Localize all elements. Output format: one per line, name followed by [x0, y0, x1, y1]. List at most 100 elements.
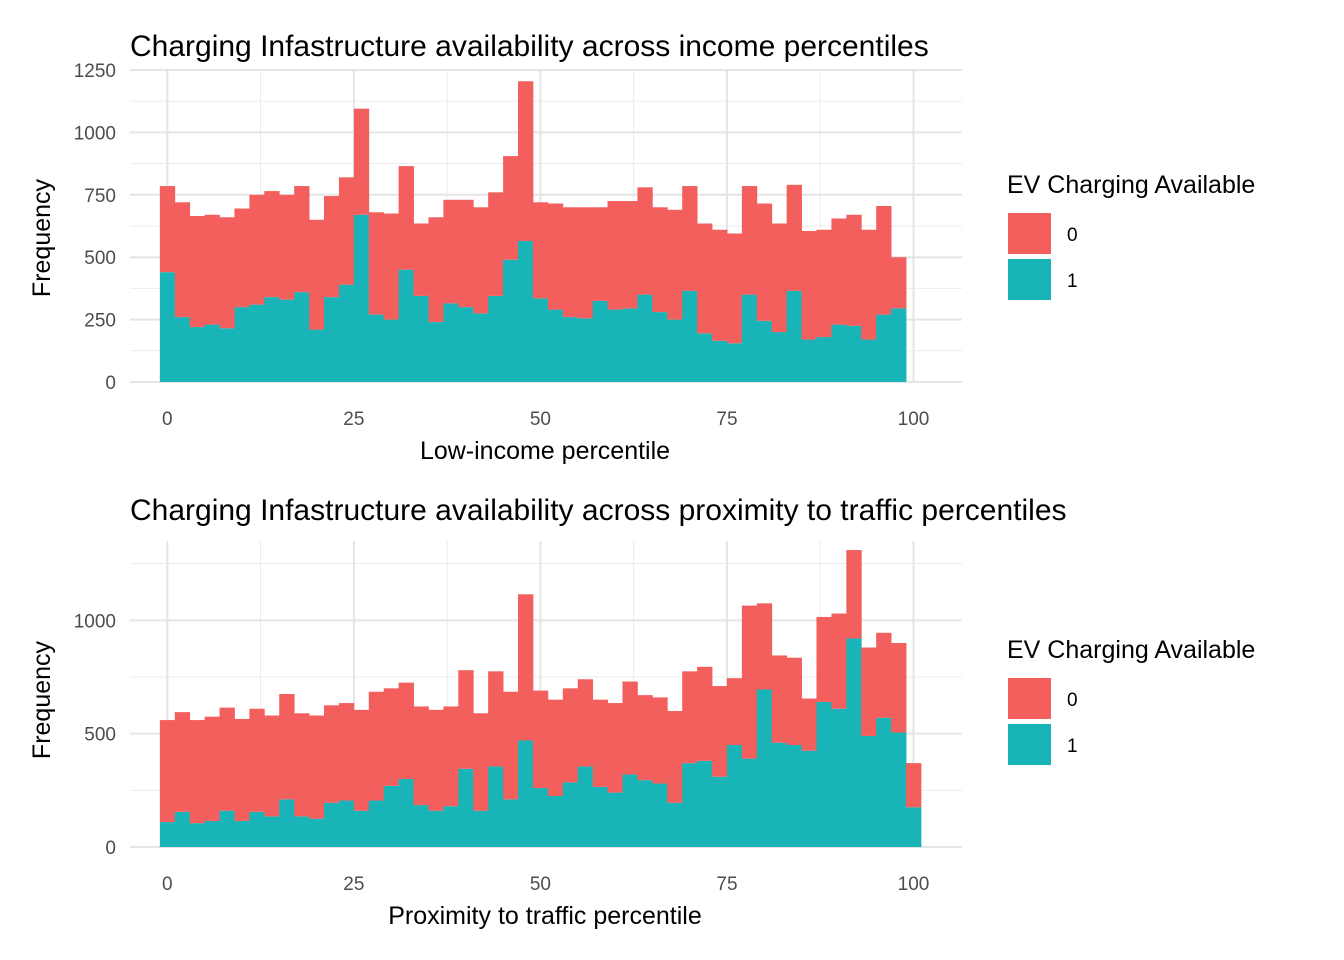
bar-series-0-traffic [622, 681, 638, 775]
bar-series-0-income [861, 229, 877, 340]
bar-series-1-income [338, 284, 355, 382]
bar-series-0-income [488, 192, 504, 296]
bar-series-1-traffic [712, 776, 728, 847]
bar-series-0-income [876, 206, 892, 315]
bar-series-0-income [204, 214, 220, 325]
bar-series-0-income [324, 196, 340, 298]
bar-series-1-income [309, 329, 325, 382]
bar-series-1-income [697, 333, 713, 382]
bar-series-0-traffic [652, 697, 668, 784]
bar-series-1-traffic [503, 799, 519, 847]
bar-series-1-income [622, 308, 638, 382]
bar-series-1-traffic [592, 786, 608, 847]
bar-series-1-income [562, 317, 579, 382]
bar-series-1-traffic [473, 810, 489, 847]
bar-series-0-traffic [458, 670, 474, 769]
y-tick-label: 500 [84, 725, 116, 746]
bar-series-0-income [174, 202, 191, 318]
x-tick-label: 25 [343, 409, 364, 430]
bar-series-0-traffic [264, 715, 280, 817]
bar-series-1-traffic [264, 816, 280, 847]
bar-series-0-traffic [532, 690, 549, 789]
bar-series-1-traffic [428, 810, 444, 847]
bar-series-0-income [458, 199, 474, 308]
bar-series-0-traffic [249, 708, 265, 812]
bar-series-1-income [189, 327, 206, 382]
bar-series-1-income [876, 314, 892, 382]
bar-series-0-income [413, 223, 429, 296]
bar-series-0-traffic [771, 655, 788, 743]
bar-series-1-income [353, 214, 370, 382]
bar-series-1-traffic [398, 779, 414, 847]
bar-series-1-traffic [771, 742, 788, 847]
legend-swatch-0-income [1008, 213, 1051, 254]
bar-series-1-traffic [741, 758, 758, 847]
bar-series-0-traffic [294, 713, 310, 817]
x-axis-title-income: Low-income percentile [420, 437, 670, 465]
bar-series-0-income [801, 230, 817, 340]
bar-series-0-traffic [667, 711, 683, 803]
legend-title-income: EV Charging Available [1007, 171, 1255, 199]
bar-series-1-traffic [532, 788, 549, 847]
bar-series-0-traffic [592, 699, 608, 787]
x-tick-label: 0 [162, 874, 173, 895]
y-ticks-traffic: 0 500 1000 [74, 611, 116, 859]
bar-series-0-income [712, 229, 728, 341]
bar-series-1-income [249, 304, 265, 382]
x-tick-label: 75 [716, 874, 737, 895]
bar-series-0-income [697, 223, 713, 334]
bar-series-1-income [801, 339, 817, 382]
bar-series-0-income [249, 194, 265, 305]
x-axis-title-traffic: Proximity to traffic percentile [388, 902, 702, 930]
bar-series-1-traffic [547, 796, 564, 847]
bar-series-0-income [637, 187, 653, 295]
bar-series-1-traffic [607, 792, 623, 847]
bar-series-1-income [413, 295, 429, 382]
bar-series-0-traffic [682, 671, 698, 764]
bar-series-1-traffic [383, 785, 400, 847]
bar-series-1-income [368, 314, 385, 382]
bar-series-1-traffic [876, 717, 892, 847]
chart-panel-traffic: Charging Infastructure availability acro… [28, 494, 1255, 930]
bar-series-0-traffic [159, 720, 176, 823]
y-tick-label: 500 [84, 248, 116, 269]
bar-series-0-income [622, 201, 638, 309]
bar-series-0-income [652, 207, 668, 313]
bar-series-0-income [383, 213, 400, 320]
bar-series-1-traffic [219, 810, 235, 847]
bar-series-1-income [204, 324, 220, 382]
bar-series-0-income [189, 216, 206, 328]
bar-series-1-traffic [652, 783, 668, 847]
bar-series-1-income [771, 332, 788, 382]
bar-series-0-traffic [503, 691, 519, 800]
bar-series-1-income [458, 307, 474, 382]
bar-series-1-income [667, 319, 683, 382]
bar-series-1-traffic [279, 799, 295, 847]
bar-series-1-income [219, 328, 235, 382]
x-tick-label: 0 [162, 409, 173, 430]
bar-series-1-income [503, 259, 519, 382]
bar-series-0-traffic [891, 643, 907, 733]
legend-label-1-income: 1 [1067, 271, 1078, 292]
bar-series-0-income [771, 223, 788, 333]
bar-series-0-income [368, 212, 385, 315]
bar-series-1-traffic [338, 800, 355, 847]
bar-series-0-income [891, 257, 907, 309]
bar-series-0-income [846, 214, 862, 326]
bar-series-1-income [398, 269, 414, 382]
bar-series-0-traffic [368, 691, 385, 801]
bar-series-0-income [353, 108, 370, 215]
bar-series-0-traffic [204, 716, 220, 821]
bar-series-0-traffic [428, 709, 444, 811]
bar-series-1-traffic [294, 816, 310, 847]
x-tick-label: 50 [530, 874, 551, 895]
bar-series-1-traffic [413, 805, 429, 847]
bar-series-1-income [264, 297, 280, 382]
bar-series-0-income [607, 201, 623, 310]
legend-title-traffic: EV Charging Available [1007, 636, 1255, 664]
bar-series-0-income [428, 217, 444, 323]
bar-series-0-income [786, 184, 802, 291]
bar-series-0-income [473, 207, 489, 314]
bar-series-1-income [383, 319, 400, 382]
bar-series-1-income [294, 292, 310, 382]
